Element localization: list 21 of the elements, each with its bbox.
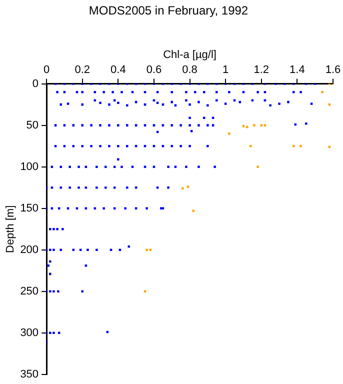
y-tick-label: 200 <box>20 244 39 256</box>
x-tick-label: 0.2 <box>74 64 90 76</box>
y-tick-label: 250 <box>20 285 39 298</box>
point <box>144 290 146 293</box>
x-tick-label: 0.4 <box>110 64 126 76</box>
y-tick-label: 300 <box>20 326 39 339</box>
x-tick-label: 0.8 <box>182 64 198 76</box>
x-tick-label: 0 <box>43 64 50 76</box>
x-axis-title: Chl-a [µg/l] <box>163 49 216 62</box>
chart-title: MODS2005 in February, 1992 <box>88 4 248 18</box>
x-tick-label: 0.6 <box>146 64 162 76</box>
x-tick-label: 1 <box>222 64 229 76</box>
y-axis-title: Depth [m] <box>4 205 17 253</box>
y-tick-label: 0 <box>32 78 39 90</box>
x-tick-label: 1.2 <box>254 64 270 76</box>
y-tick-label: 150 <box>20 202 39 214</box>
y-tick-label: 50 <box>26 119 39 132</box>
y-tick-label: 350 <box>20 368 39 380</box>
x-tick-label: 1.4 <box>290 64 305 76</box>
y-tick-label: 100 <box>20 160 39 173</box>
x-tick-label: 1.6 <box>325 64 341 76</box>
